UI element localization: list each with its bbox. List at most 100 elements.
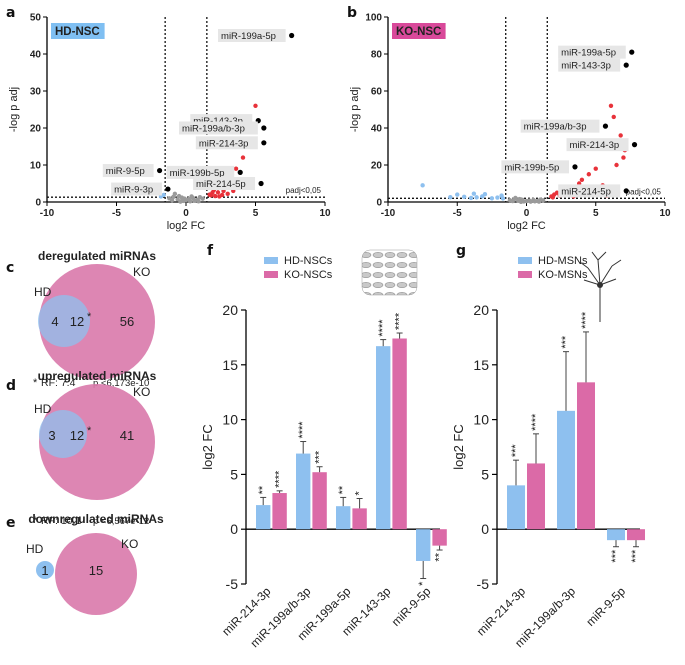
bar-ko-nscs <box>432 529 447 546</box>
venn-label-ko: KO <box>121 537 138 551</box>
point-down <box>420 183 425 188</box>
point-labeled <box>237 169 243 175</box>
point-down <box>482 192 488 197</box>
point-up <box>614 162 619 168</box>
venn-label-ko: KO <box>133 265 150 279</box>
significance-stars: **** <box>394 312 406 330</box>
venn-title: downregulated miRNAs <box>28 512 164 526</box>
point-nonsig <box>167 196 172 201</box>
x-tick-label: 5 <box>593 208 599 219</box>
point-up <box>225 191 230 197</box>
point-label: miR-9-3p <box>114 185 153 196</box>
y-tick-label: 15 <box>473 357 489 373</box>
y-axis-label: log2 FC <box>200 424 215 470</box>
venn-count-hd-only: 4 <box>51 314 58 329</box>
neuron-illustration <box>579 251 622 322</box>
point-nonsig <box>518 199 524 205</box>
legend-swatch <box>518 257 532 264</box>
y-tick-label: 5 <box>481 466 489 482</box>
point-label-bg <box>166 165 235 179</box>
point-labeled <box>629 49 635 55</box>
significance-stars: ** <box>257 485 269 494</box>
y-tick-label: 20 <box>30 124 42 135</box>
significance-stars: **** <box>580 311 592 329</box>
point-labeled <box>623 62 629 68</box>
y-tick-label: 20 <box>371 161 383 172</box>
y-tick-label: 60 <box>371 87 383 98</box>
point-up <box>253 103 258 109</box>
bar-hd-msns <box>607 529 625 541</box>
point-down <box>500 196 506 201</box>
point-labeled <box>165 186 171 192</box>
venn-label-hd: HD <box>34 402 52 416</box>
legend-swatch <box>264 257 278 264</box>
point-nonsig <box>192 198 197 203</box>
point-up <box>233 166 239 171</box>
bar-ko-nscs <box>352 508 367 530</box>
point-up <box>608 103 614 109</box>
y-tick-label: 20 <box>222 302 238 318</box>
venn-label-ko: KO <box>133 385 150 399</box>
panel-label-f: f <box>207 243 214 259</box>
venn-circle-hd <box>36 561 54 579</box>
bar-hd-nscs <box>416 529 431 561</box>
x-tick-label: -5 <box>112 208 121 219</box>
point-down <box>468 195 474 201</box>
significance-stars: *** <box>314 450 326 464</box>
point-labeled <box>258 180 264 187</box>
x-category-label: miR-9-5p <box>389 584 434 629</box>
point-down <box>461 194 467 200</box>
legend-label: KO-MSNs <box>538 269 588 281</box>
significance-stars: **** <box>530 413 542 431</box>
venn-note-p: p <6,567e-12 <box>93 516 149 527</box>
y-tick-label: 10 <box>30 161 42 172</box>
venn-count-overlap: 12 <box>70 314 84 329</box>
venn-count-ko-only: 56 <box>120 314 134 329</box>
y-tick-label: 30 <box>30 87 42 98</box>
point-label: miR-199a/b-3p <box>524 122 587 133</box>
point-nonsig <box>196 199 201 204</box>
point-labeled <box>156 167 163 174</box>
x-tick-label: -10 <box>381 208 396 219</box>
bar-ko-msns <box>627 529 645 541</box>
legend-swatch <box>264 271 278 278</box>
point-labeled <box>572 164 578 170</box>
point-nonsig <box>178 199 183 204</box>
point-label-bg <box>195 136 258 150</box>
point-label-bg <box>558 184 621 198</box>
panel-label-b: b <box>347 5 357 21</box>
x-tick-label: 0 <box>183 208 189 219</box>
point-label: miR-214-3p <box>199 138 249 149</box>
point-labeled <box>289 32 295 39</box>
significance-stars: **** <box>377 319 389 337</box>
significance-stars: *** <box>560 335 572 349</box>
y-tick-label: 5 <box>230 466 238 482</box>
point-label-bg <box>111 182 162 196</box>
point-up <box>579 177 585 182</box>
venn-note-p: p <6,173e-10 <box>93 378 149 389</box>
dataset-badge-text: HD-NSC <box>55 26 100 38</box>
significance-stars: *** <box>630 549 642 563</box>
point-labeled <box>631 142 638 148</box>
legend-label: HD-NSCs <box>284 255 333 267</box>
venn-count-ko-only: 15 <box>89 563 103 578</box>
point-nonsig <box>532 199 538 204</box>
x-tick-label: -5 <box>453 208 462 219</box>
point-down <box>489 196 495 201</box>
significance-stars: *** <box>510 444 522 458</box>
point-nonsig <box>540 198 546 203</box>
bar-ko-msns <box>527 463 545 530</box>
significance-stars: **** <box>297 421 309 439</box>
y-axis-label: -log p adj <box>349 87 361 132</box>
dataset-badge-text: KO-NSC <box>396 26 441 38</box>
venn-label-hd: HD <box>26 542 44 556</box>
venn-note-star: * <box>33 377 38 389</box>
point-label: miR-214-5p <box>561 186 611 197</box>
point-label-bg <box>501 160 569 174</box>
venn-overlap-mark: * <box>87 311 92 323</box>
point-label: miR-199b-5p <box>170 168 225 179</box>
